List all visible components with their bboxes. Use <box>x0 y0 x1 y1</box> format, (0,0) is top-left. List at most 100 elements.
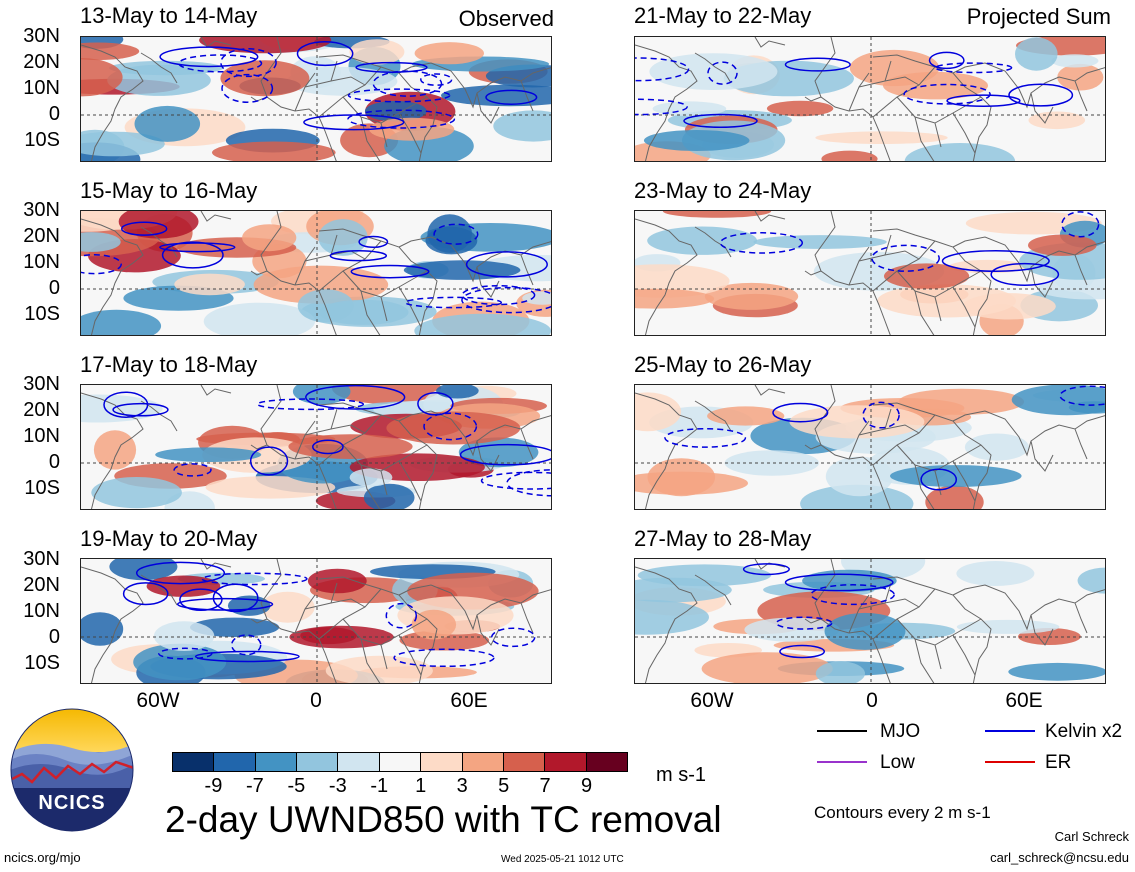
legend-label-low: Low <box>880 752 915 773</box>
logo-graphic <box>10 708 134 832</box>
colorbar-swatch <box>379 753 422 771</box>
kelvin-contour <box>1059 385 1105 406</box>
anomaly-region <box>1008 662 1105 681</box>
anomaly-region <box>205 476 336 499</box>
kelvin-contour <box>347 109 456 129</box>
coastline <box>952 112 976 154</box>
coastline <box>318 54 438 161</box>
legend-label-kelvin: Kelvin x2 <box>1045 721 1123 742</box>
anomaly-region <box>411 609 457 640</box>
kelvin-contour <box>103 391 149 418</box>
colorbar-swatch <box>297 753 339 771</box>
kelvin-contour <box>946 94 1021 108</box>
map-field <box>635 211 1105 335</box>
kelvin-contour <box>173 463 212 477</box>
kelvin-contour <box>784 57 851 72</box>
coastline <box>635 392 698 509</box>
coastline <box>635 566 698 683</box>
lon-tick: 0 <box>866 689 878 712</box>
colorbar-swatch <box>173 753 215 771</box>
kelvin-contour <box>1061 211 1100 238</box>
coastline <box>934 470 942 496</box>
panel-title-7: 25-May to 26-May <box>634 352 812 377</box>
lat-tick: 30N <box>23 548 60 570</box>
kelvin-contour <box>249 446 289 476</box>
kelvin-contour <box>296 41 354 67</box>
anomaly-region <box>174 273 245 296</box>
kelvin-contour <box>179 588 223 612</box>
coastline <box>398 584 551 631</box>
coastline <box>476 266 500 298</box>
anomaly-region <box>753 235 887 249</box>
kelvin-contour <box>256 398 365 411</box>
coastline <box>914 290 935 335</box>
anomaly-region <box>363 483 415 509</box>
footer-email[interactable]: carl_schreck@ncsu.edu <box>990 850 1129 865</box>
anomaly-region <box>884 263 970 289</box>
panel-title-1: 13-May to 14-May <box>80 3 258 28</box>
coastline <box>476 440 500 472</box>
lon-tick: 60E <box>1005 689 1043 712</box>
footer-author: Carl Schreck <box>1054 829 1129 844</box>
coastline <box>304 250 366 262</box>
lat-tick: 30N <box>23 373 60 395</box>
coastline <box>914 464 935 509</box>
coastline <box>804 270 822 276</box>
anomaly-region <box>701 652 833 683</box>
lat-tick: 0 <box>48 451 60 473</box>
anomaly-region <box>789 405 925 439</box>
coastline <box>1074 80 1088 112</box>
coastline <box>1030 92 1054 124</box>
legend-line-mjo <box>817 730 867 732</box>
anomaly-region <box>1028 234 1097 256</box>
anomaly-region <box>109 60 224 76</box>
coastline <box>140 52 178 84</box>
anomaly-region <box>800 484 914 509</box>
panel-title-5: 21-May to 22-May <box>634 3 812 28</box>
lat-tick: 10N <box>23 425 60 447</box>
coastline <box>200 37 232 48</box>
anomaly-region <box>824 612 906 650</box>
anomaly-region <box>649 53 778 90</box>
colorbar-label: -1 <box>370 775 389 797</box>
anomaly-region <box>647 226 757 255</box>
coastline <box>872 228 992 335</box>
lat-tick: 10N <box>23 600 60 622</box>
coastline <box>476 614 500 646</box>
anomaly-region <box>441 84 551 107</box>
lat-tick: 0 <box>48 277 60 299</box>
kelvin-contour <box>635 98 688 116</box>
coastline <box>872 588 936 640</box>
coastline <box>380 644 388 670</box>
kelvin-contour <box>779 644 826 659</box>
footer-url[interactable]: ncics.org/mjo <box>4 850 81 865</box>
anomaly-region <box>81 131 165 157</box>
coastline <box>318 228 438 335</box>
coastline <box>520 602 534 634</box>
legend-label-mjo: MJO <box>880 721 921 742</box>
colorbar-label: 7 <box>539 775 551 797</box>
kelvin-contour <box>350 264 430 279</box>
anomaly-region <box>635 392 682 432</box>
coastline <box>754 37 786 48</box>
lat-tick: 10S <box>24 303 60 325</box>
anomaly-region <box>704 282 799 310</box>
coastline <box>260 37 337 161</box>
lat-tick: 20N <box>23 399 60 421</box>
coastline <box>858 598 920 610</box>
kelvin-contour <box>903 83 991 105</box>
kelvin-contour <box>120 221 168 236</box>
lat-tick: 20N <box>23 51 60 73</box>
lat-tick: 10N <box>23 77 60 99</box>
anomaly-region <box>815 661 865 683</box>
anomaly-region <box>766 100 834 117</box>
colorbar-swatch <box>214 753 256 771</box>
anomaly-region <box>318 219 368 256</box>
colorbar-swatch <box>503 753 546 771</box>
anomaly-region <box>325 655 433 683</box>
map-field <box>81 385 551 509</box>
coastline <box>380 470 388 496</box>
coastline <box>914 116 935 161</box>
lon-tick: 0 <box>310 689 322 712</box>
coastline <box>858 76 920 88</box>
